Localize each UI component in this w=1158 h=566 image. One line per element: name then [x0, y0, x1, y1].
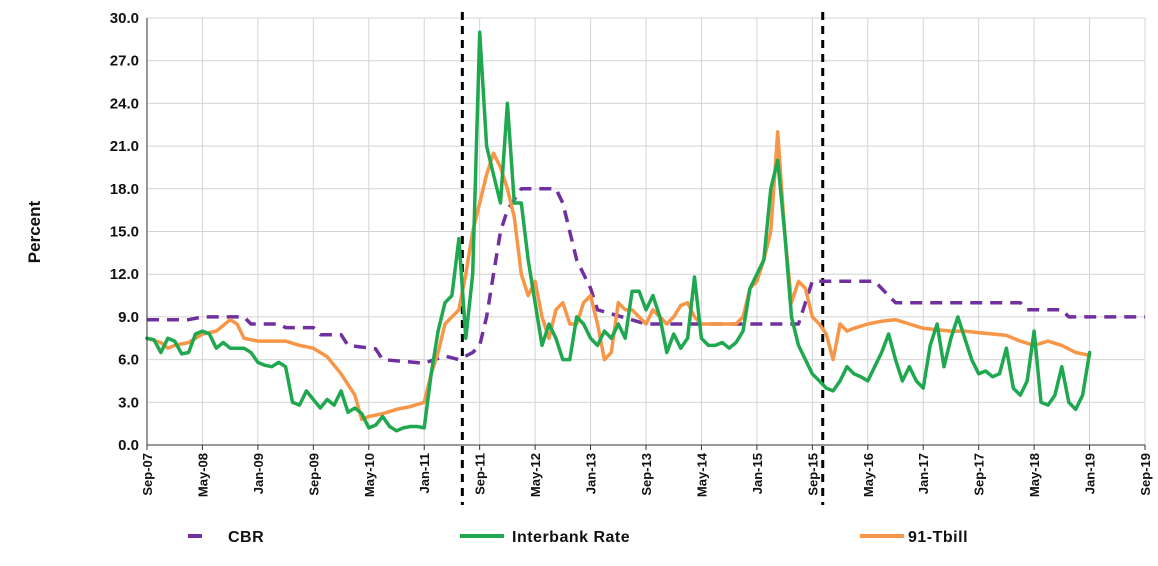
x-tick-label: Sep-09 [306, 453, 321, 496]
legend: CBR Interbank Rate 91-Tbill [188, 529, 968, 546]
x-tick-label: Sep-17 [972, 453, 987, 496]
x-tick-label: Jan-11 [417, 453, 432, 493]
x-tick-label: Jan-19 [1083, 453, 1098, 494]
x-tick-label: May-14 [694, 452, 709, 497]
y-tick-label: 12.0 [110, 266, 139, 283]
y-axis-title: Percent [25, 200, 44, 263]
x-axis-tick-labels: Sep-07 May-08 Jan-09 Sep-09 May-10 Jan-11 Sep-… [140, 452, 1153, 497]
x-tick-label: May-12 [528, 453, 543, 497]
y-tick-label: 18.0 [110, 181, 139, 198]
axes [146, 18, 1146, 450]
legend-label-cbr: CBR [228, 529, 264, 546]
legend-label-91-tbill: 91-Tbill [908, 529, 968, 546]
event-divider-lines [460, 12, 825, 505]
y-tick-label: 6.0 [118, 352, 139, 369]
series-line-interbank-rate [145, 30, 1092, 433]
series-lines [145, 30, 1145, 433]
y-tick-label: 27.0 [110, 53, 139, 70]
x-tick-label: Sep-15 [805, 453, 820, 496]
y-tick-label: 9.0 [118, 309, 139, 326]
series-line-cbr [147, 187, 1145, 365]
y-tick-label: 30.0 [110, 10, 139, 27]
x-tick-label: Jan-15 [750, 453, 765, 494]
x-tick-label: Sep-07 [140, 453, 155, 496]
gridlines [147, 17, 1146, 445]
x-tick-label: May-18 [1027, 453, 1042, 497]
x-tick-label: May-08 [195, 453, 210, 497]
y-tick-label: 24.0 [110, 95, 139, 112]
y-tick-label: 21.0 [110, 138, 139, 155]
y-tick-label: 15.0 [110, 224, 139, 241]
y-tick-label: 3.0 [118, 394, 139, 411]
x-tick-label: Sep-19 [1138, 453, 1153, 496]
y-tick-label: 0.0 [118, 437, 139, 454]
x-tick-label: Jan-13 [584, 453, 599, 494]
x-tick-label: Sep-11 [473, 453, 488, 495]
x-tick-label: Sep-13 [639, 453, 654, 496]
x-tick-label: May-16 [861, 453, 876, 497]
legend-label-interbank-rate: Interbank Rate [512, 529, 630, 546]
series-line-91-tbill [145, 130, 1092, 422]
x-tick-label: Jan-09 [251, 453, 266, 494]
x-tick-label: May-10 [362, 453, 377, 497]
x-tick-label: Jan-17 [916, 453, 931, 494]
y-axis-tick-labels: 0.0 3.0 6.0 9.0 12.0 15.0 18.0 21.0 24.0 27.0 30.0 [110, 10, 139, 454]
